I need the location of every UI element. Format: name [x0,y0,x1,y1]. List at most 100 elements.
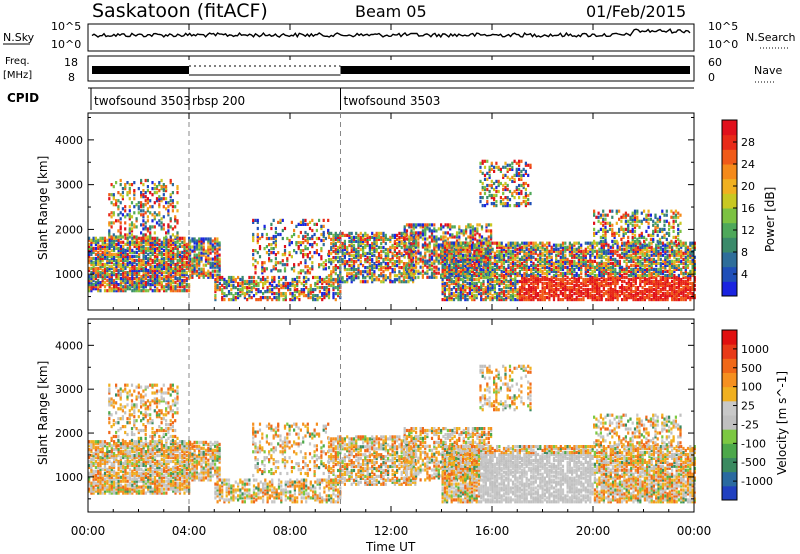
heatmap-cell [146,189,149,193]
heatmap-cell [455,296,458,300]
heatmap-cell [366,260,369,264]
heatmap-cell [270,251,273,255]
heatmap-cell [382,237,385,241]
heatmap-cell [225,294,228,298]
heatmap-cell [281,236,284,241]
heatmap-cell [298,292,301,296]
heatmap-cell [167,252,170,256]
heatmap-cell [142,260,145,265]
heatmap-cell [415,257,418,261]
heatmap-cell [516,263,519,267]
heatmap-cell [165,240,168,244]
heatmap-cell [380,256,383,260]
heatmap-cell [156,287,159,291]
heatmap-cell [330,241,333,246]
heatmap-cell [482,288,485,292]
heatmap-cell [121,207,124,211]
heatmap-cell [211,265,214,269]
heatmap-cell [202,251,205,255]
heatmap-cell [293,263,296,267]
heatmap-cell [611,261,615,265]
heatmap-cell [514,253,517,257]
heatmap-cell [491,296,494,300]
heatmap-cell [591,265,594,269]
heatmap-cell [577,247,580,251]
heatmap-cell [113,252,116,256]
heatmap-cell [511,253,515,257]
heatmap-cell [339,272,342,276]
heatmap-cell [321,294,324,298]
heatmap-cell [611,265,615,269]
heatmap-cell [559,283,562,288]
heatmap-cell [181,262,184,267]
heatmap-cell [99,283,102,287]
heatmap-cell [146,201,149,205]
heatmap-cell [352,243,356,248]
heatmap-cell [252,236,255,241]
heatmap-cell [525,277,528,282]
heatmap-cell [387,262,390,266]
heatmap-cell [611,253,615,257]
heatmap-cell [90,262,93,267]
heatmap-cell [149,283,152,287]
heatmap-cell [142,183,145,187]
heatmap-cell [216,283,219,288]
heatmap-cell [204,249,208,253]
heatmap-cell [393,262,396,266]
heatmap-cell [133,277,136,281]
heatmap-cell [106,273,109,277]
heatmap-cell [441,290,444,294]
heatmap-cell [430,235,434,239]
heatmap-cell [113,266,116,271]
heatmap-cell [352,245,356,250]
heatmap-cell [183,252,186,256]
heatmap-cell [518,271,521,276]
heatmap-cell [144,289,147,293]
heatmap-cell [511,241,515,245]
heatmap-cell [616,294,619,298]
heatmap-cell [457,247,460,251]
heatmap-cell [144,264,147,269]
heatmap-cell [304,234,307,239]
heatmap-cell [539,249,542,253]
heatmap-cell [128,277,132,281]
heatmap-cell [593,294,596,298]
noise-left-label: N.Sky [3,31,35,44]
heatmap-cell [108,285,111,289]
heatmap-cell [564,290,567,294]
heatmap-cell [327,290,331,294]
heatmap-cell [514,269,517,273]
heatmap-cell [282,275,285,280]
heatmap-cell [348,235,351,239]
heatmap-cell [530,251,533,255]
heatmap-cell [298,294,301,298]
heatmap-cell [403,271,406,275]
heatmap-cell [218,281,221,286]
heatmap-cell [366,258,369,262]
heatmap-cell [130,227,134,231]
heatmap-cell [160,225,163,229]
heatmap-cell [162,193,165,197]
heatmap-cell [543,292,546,296]
heatmap-cell [307,292,310,296]
heatmap-cell [440,253,443,257]
heatmap-cell [330,278,333,282]
cpid-row: CPID twofsound 3503 rbsp 200 twofsound 350… [7,87,694,110]
heatmap-cell [455,257,458,261]
cpid-segments: twofsound 3503 rbsp 200 twofsound 3503 [88,87,694,110]
heatmap-cell [268,290,271,294]
heatmap-cell [435,239,438,243]
heatmap-cell [485,229,488,233]
heatmap-cell [412,273,415,277]
heatmap-cell [566,257,569,261]
heatmap-cell [477,279,481,284]
heatmap-cell [191,263,194,267]
heatmap-cell [468,286,471,290]
heatmap-cell [147,242,150,246]
heatmap-cell [181,254,184,258]
heatmap-cell [559,277,562,282]
heatmap-cell [596,296,599,300]
heatmap-cell [541,243,544,247]
heatmap-cell [156,275,159,279]
heatmap-cell [496,296,499,300]
